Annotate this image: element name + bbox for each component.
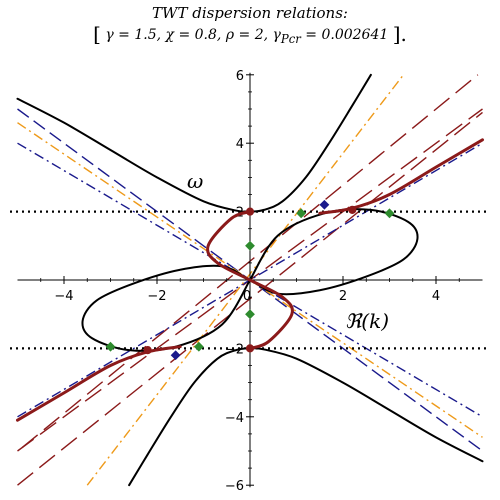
marker-diamond [296, 208, 307, 219]
title-rho: ρ = 2, [225, 27, 269, 43]
marker-diamond [319, 199, 330, 210]
dispersion-curves [16, 73, 484, 487]
marker-circle [143, 346, 152, 355]
marker-diamond [245, 240, 255, 251]
marker-diamond [384, 208, 395, 219]
title-chi: χ = 0.8, [165, 27, 222, 43]
asymptote-line-7 [86, 74, 405, 486]
x-tick-label: −4 [54, 289, 73, 304]
curve-lower-branch [128, 347, 484, 487]
title-gamma-pcr-value: = 0.002641 [300, 27, 389, 43]
curve-red-middle [206, 210, 294, 350]
x-tick-label: 2 [339, 289, 347, 304]
y-tick-label: −6 [225, 479, 244, 494]
title-open-bracket: [ [93, 22, 101, 46]
x-tick-label: 0 [243, 289, 251, 304]
y-tick-label: 4 [236, 137, 244, 152]
curve-red-upper-right [318, 138, 484, 215]
chart-title-line2: [ γ = 1.5, χ = 0.8, ρ = 2, γPcr = 0.0026… [0, 22, 500, 46]
y-tick-label: 6 [236, 69, 244, 84]
title-gamma-pcr-symbol: γ [272, 27, 281, 43]
marker-circle [245, 207, 255, 216]
y-axis-label: ω [187, 169, 203, 193]
y-tick-label: −4 [225, 411, 244, 426]
marker-diamond [170, 350, 181, 361]
title-gamma: γ = 1.5, [105, 27, 162, 43]
chart-title-line1: TWT dispersion relations: [152, 4, 348, 22]
x-axis-label: ℜ(k) [345, 309, 389, 333]
x-tick-label: 4 [432, 289, 440, 304]
marker-diamond [105, 341, 116, 352]
curve-markers [105, 199, 395, 361]
title-close-bracket: ]. [392, 22, 407, 46]
title-gamma-pcr-sub: Pcr [280, 31, 301, 46]
marker-circle [348, 205, 357, 214]
curve-red-lower-left [16, 345, 182, 422]
x-tick-label: −2 [147, 289, 166, 304]
marker-circle [245, 344, 255, 353]
marker-diamond [193, 341, 204, 352]
marker-diamond [245, 309, 255, 320]
